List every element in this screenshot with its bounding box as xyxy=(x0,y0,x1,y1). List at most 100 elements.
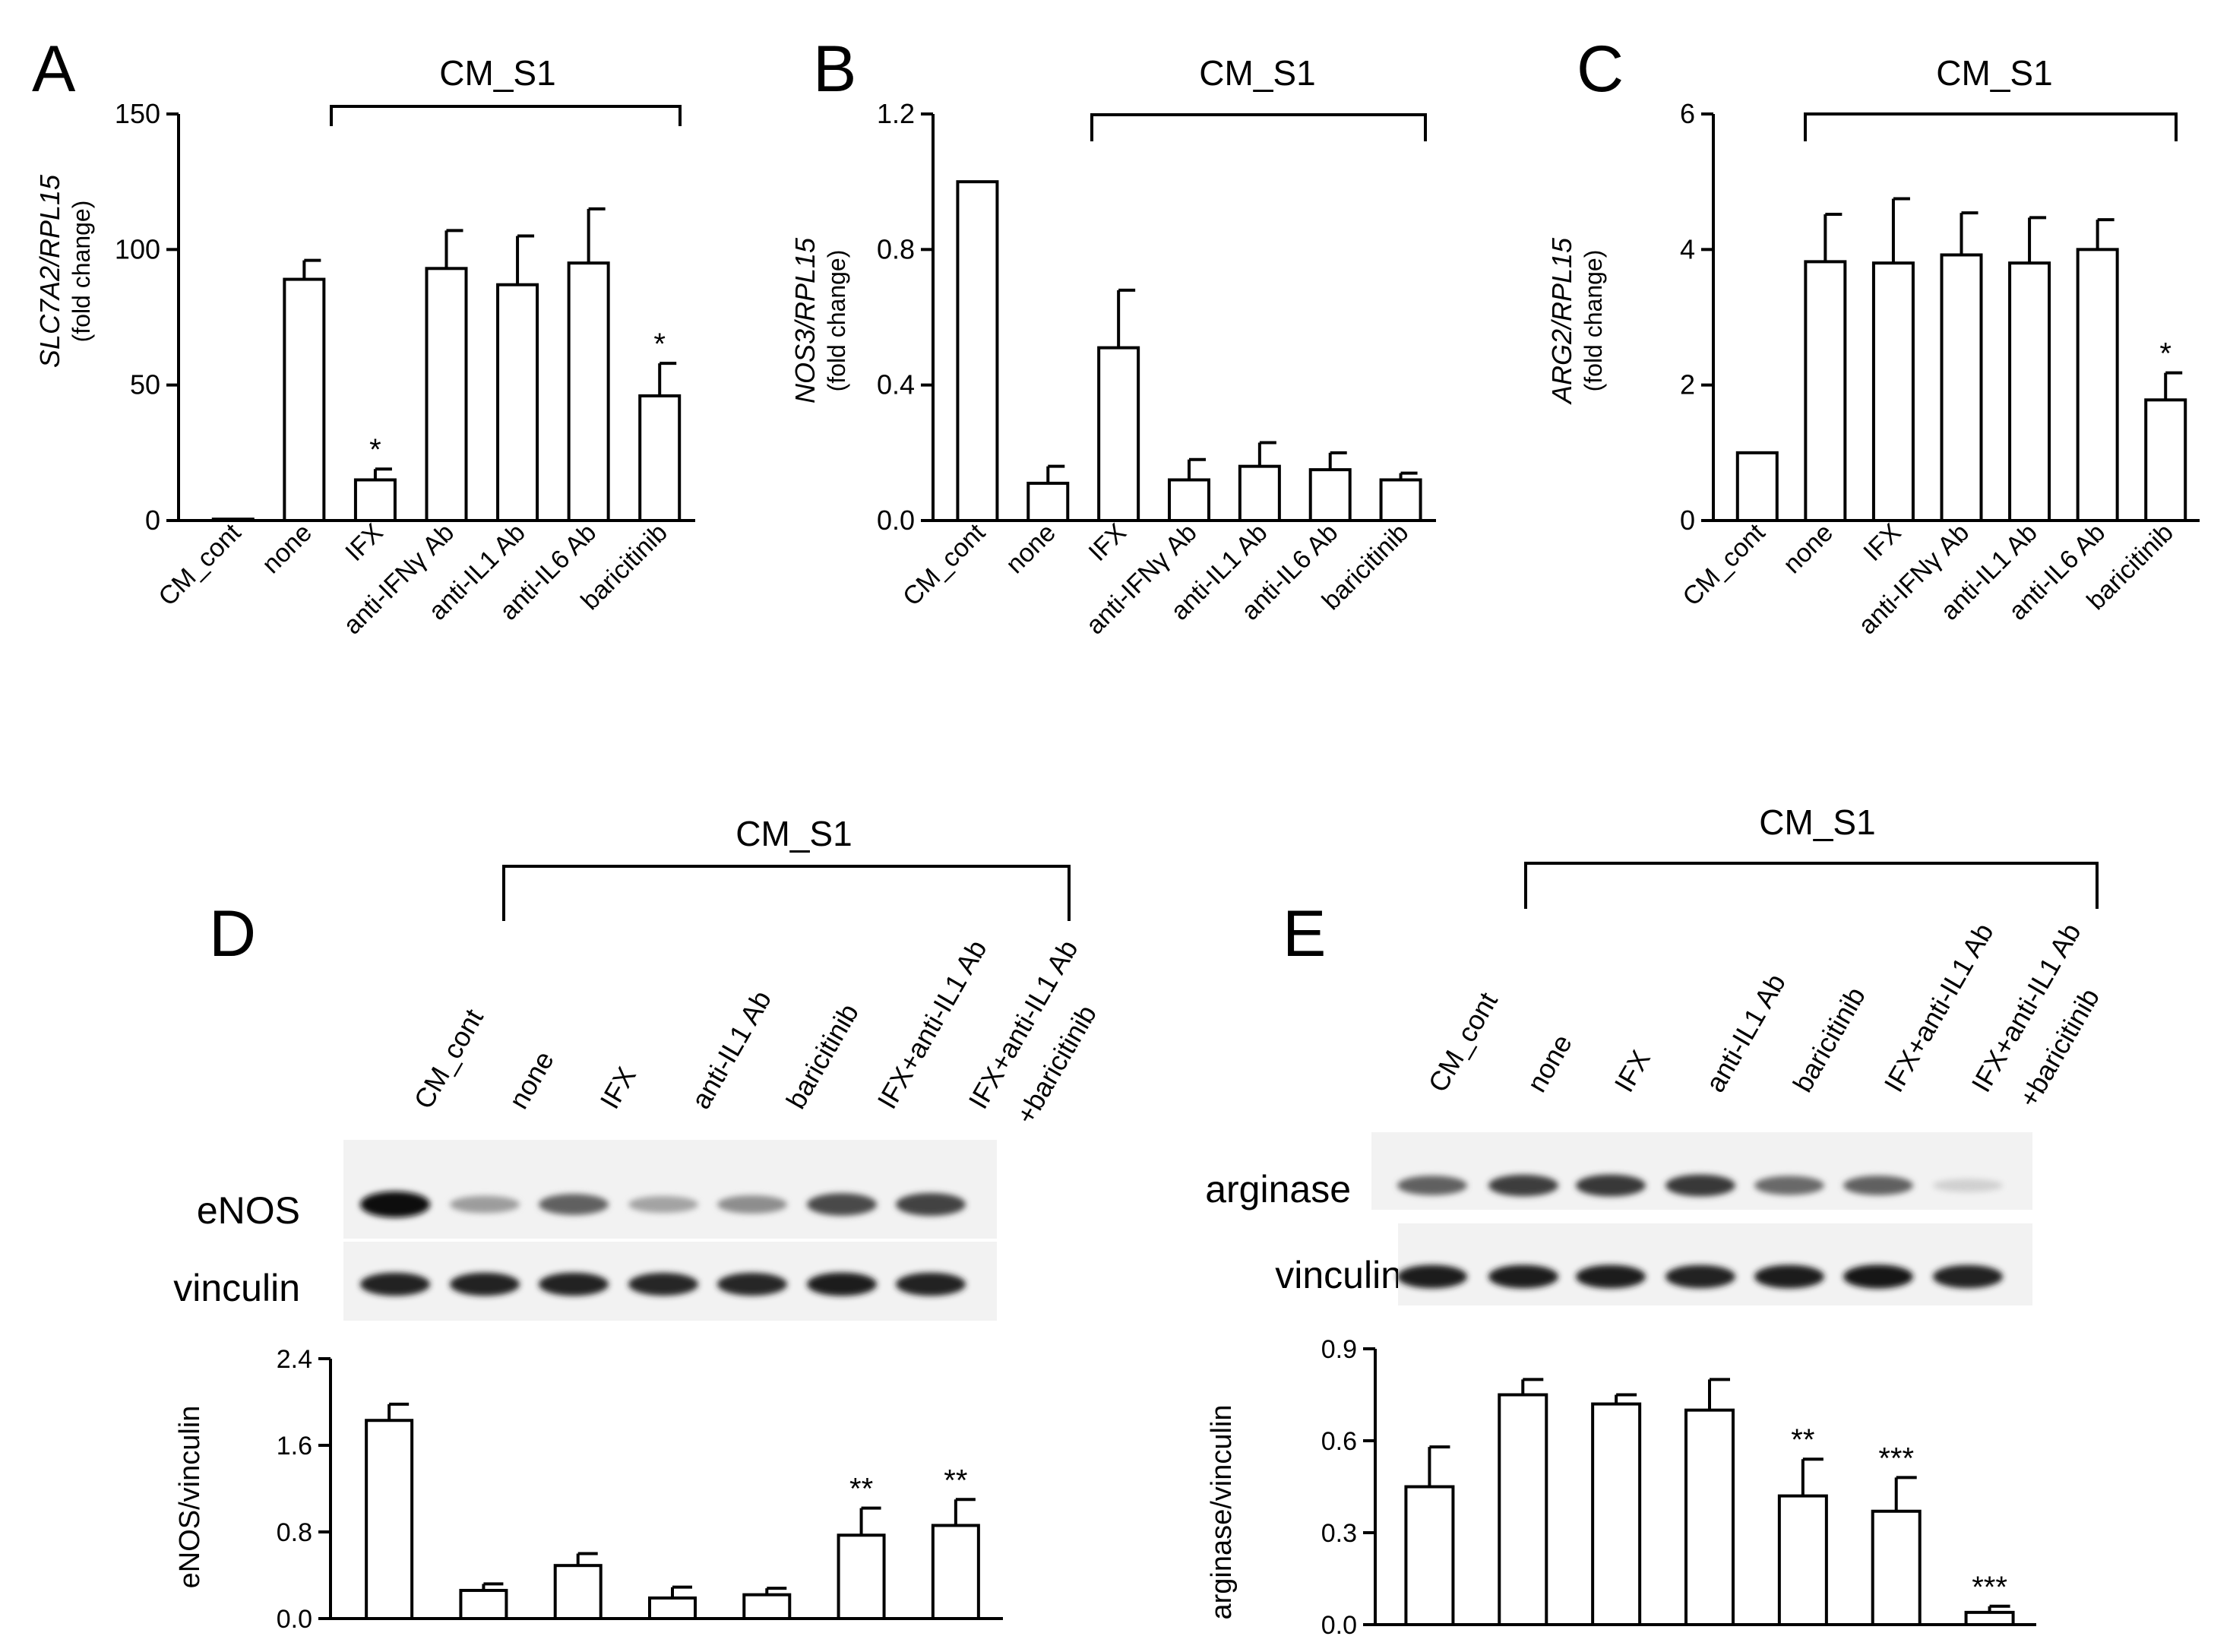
bar-d xyxy=(742,1593,792,1620)
lane-label-e: CM_cont xyxy=(1422,987,1504,1097)
group-label-a: CM_S1 xyxy=(439,53,555,93)
band-arginase xyxy=(1933,1179,2003,1192)
lane-labels-d: CM_cont none IFX anti-IL1 Ab baricitinib IFX+… xyxy=(407,935,1102,1129)
y-tick-label-d: 1.6 xyxy=(277,1432,312,1461)
significance-marker-a: * xyxy=(369,433,381,467)
y-tick-label-b: 1.2 xyxy=(877,98,915,129)
bar-e xyxy=(1404,1485,1455,1626)
bar-a xyxy=(638,394,682,523)
band-vinculin-e xyxy=(1754,1264,1824,1289)
bar-d xyxy=(837,1533,886,1621)
y-ticks-b: 0.0 0.4 0.8 1.2 xyxy=(877,98,933,536)
bar-b xyxy=(1238,464,1281,523)
bar-b xyxy=(1168,478,1210,522)
panel-b: B CM_S1 NOS3/RPL15 (fold change) 0.00.40… xyxy=(789,33,1436,640)
bar-b xyxy=(1026,481,1070,522)
y-tick-label-c: 4 xyxy=(1680,233,1695,264)
band-arginase xyxy=(1576,1174,1646,1197)
lane-label-e: baricitinib xyxy=(1786,982,1871,1097)
significance-marker-e: ** xyxy=(1791,1423,1814,1457)
y-label-gene-c: ARG2/RPL15 xyxy=(1546,237,1577,405)
band-vinculin-d xyxy=(539,1272,609,1296)
significance-marker-c: * xyxy=(2159,337,2171,371)
x-tick-label-a: CM_cont xyxy=(153,517,246,611)
bar-a xyxy=(425,267,468,522)
y-axis-label-b: NOS3/RPL15 (fold change) xyxy=(789,237,850,404)
y-ticks-a: 0 50 100 150 xyxy=(115,98,179,536)
x-tick-label-c: IFX xyxy=(1858,518,1906,567)
y-axis-label-e: arginase/vinculin xyxy=(1206,1404,1238,1619)
bars-b xyxy=(956,180,1422,523)
band-vinculin-e xyxy=(1488,1264,1558,1289)
band-enos xyxy=(717,1195,787,1214)
bar-e xyxy=(1777,1494,1828,1626)
x-tick-label-a: IFX xyxy=(340,518,388,567)
y-ticks-c: 0 2 4 6 xyxy=(1680,98,1713,536)
y-label-e: arginase/vinculin xyxy=(1206,1404,1238,1619)
lane-label-e: IFX xyxy=(1608,1045,1656,1097)
lane-label-d: none xyxy=(502,1046,560,1114)
band-enos xyxy=(539,1194,609,1215)
panel-letter-e: E xyxy=(1283,897,1326,970)
bar-e xyxy=(1498,1393,1548,1626)
bar-e xyxy=(1964,1610,2015,1627)
significance-marker-a: * xyxy=(653,328,666,361)
y-tick-label-c: 2 xyxy=(1680,369,1695,400)
bar-d xyxy=(365,1419,414,1620)
group-label-b: CM_S1 xyxy=(1199,53,1315,93)
lane-label-d: CM_cont xyxy=(407,1004,489,1114)
band-arginase xyxy=(1397,1176,1467,1195)
western-blot-enos xyxy=(343,1140,997,1239)
band-vinculin-d xyxy=(360,1272,430,1296)
band-enos xyxy=(360,1191,430,1218)
panel-letter-d: D xyxy=(209,897,256,970)
x-tick-label-a: none xyxy=(257,518,318,579)
band-arginase xyxy=(1488,1174,1558,1197)
lane-label-d: baricitinib xyxy=(780,998,865,1114)
y-label-sub-b: (fold change) xyxy=(823,250,850,392)
bar-c xyxy=(1871,261,1915,522)
band-arginase xyxy=(1754,1176,1824,1195)
y-tick-label-a: 0 xyxy=(145,505,160,536)
lane-label-d: IFX xyxy=(593,1062,642,1114)
y-tick-label-c: 0 xyxy=(1680,505,1695,536)
y-axis-label-d: eNOS/vinculin xyxy=(174,1406,206,1589)
significance-marker-d: ** xyxy=(944,1464,967,1497)
y-label-gene-a: SLC7A2/RPL15 xyxy=(34,174,65,368)
western-blot-arginase xyxy=(1371,1132,2032,1210)
bar-e xyxy=(1684,1408,1735,1626)
bars-c: * xyxy=(1735,197,2187,522)
significance-marker-e: *** xyxy=(1972,1571,2007,1604)
bar-c xyxy=(1735,451,1779,522)
panel-d: D CM_S1 CM_cont none IFX anti-IL1 Ab baricit… xyxy=(173,814,1102,1634)
x-tick-label-b: none xyxy=(1001,518,1061,579)
y-tick-label-e: 0.3 xyxy=(1321,1519,1357,1548)
band-vinculin-e xyxy=(1665,1264,1735,1289)
bar-d xyxy=(553,1564,603,1621)
bar-b xyxy=(1097,346,1140,522)
band-vinculin-d xyxy=(807,1272,877,1296)
y-tick-label-b: 0.0 xyxy=(877,505,915,536)
panel-letter-c: C xyxy=(1577,33,1624,106)
significance-marker-e: *** xyxy=(1878,1442,1914,1475)
lane-label-e: none xyxy=(1520,1029,1578,1097)
band-vinculin-d xyxy=(896,1272,966,1296)
band-enos xyxy=(807,1193,877,1216)
group-label-e: CM_S1 xyxy=(1759,802,1875,842)
band-enos xyxy=(628,1195,698,1214)
blot-strip-arginase xyxy=(1371,1132,2032,1210)
panel-letter-a: A xyxy=(32,33,76,106)
band-arginase xyxy=(1665,1174,1735,1197)
y-tick-label-d: 2.4 xyxy=(277,1345,312,1374)
y-label-gene-b: NOS3/RPL15 xyxy=(789,237,821,404)
panel-a: A CM_S1 SLC7A2/RPL15 (fold change) 0 50 10… xyxy=(32,33,695,640)
group-label-c: CM_S1 xyxy=(1936,53,2052,93)
x-tick-label-b: IFX xyxy=(1083,518,1132,567)
lane-label-e: anti-IL1 Ab xyxy=(1699,968,1792,1097)
y-axis-label-c: ARG2/RPL15 (fold change) xyxy=(1546,237,1607,405)
bar-a xyxy=(353,478,397,522)
group-bracket-b xyxy=(1090,113,1427,141)
group-bracket-c xyxy=(1804,112,2178,141)
bar-e xyxy=(1871,1509,1922,1627)
